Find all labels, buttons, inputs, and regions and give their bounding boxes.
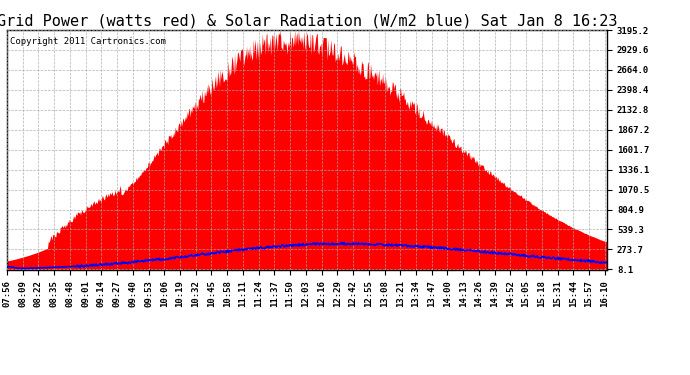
Title: Grid Power (watts red) & Solar Radiation (W/m2 blue) Sat Jan 8 16:23: Grid Power (watts red) & Solar Radiation…	[0, 14, 618, 29]
Text: Copyright 2011 Cartronics.com: Copyright 2011 Cartronics.com	[10, 37, 166, 46]
